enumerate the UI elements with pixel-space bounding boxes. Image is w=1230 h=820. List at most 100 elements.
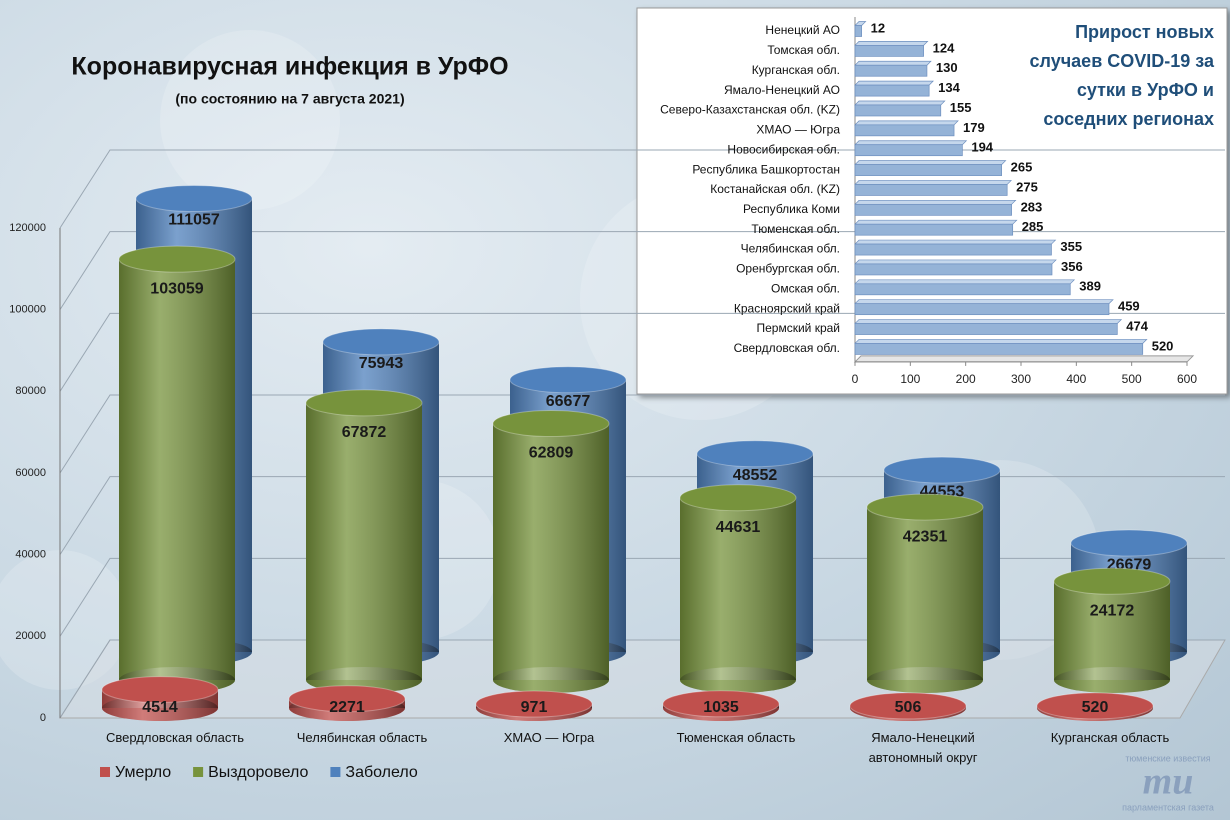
- category-label: Оренбургская обл.: [736, 262, 840, 276]
- x-tick-label: 100: [900, 372, 920, 386]
- bar: [854, 25, 862, 37]
- value-label: 42351: [903, 528, 948, 545]
- value-label: 356: [1061, 259, 1083, 274]
- value-label: 62809: [529, 445, 574, 462]
- bar: [854, 303, 1110, 316]
- value-label: 285: [1022, 219, 1044, 234]
- value-label: 1035: [703, 699, 739, 716]
- bar: [854, 64, 928, 77]
- value-label: 12: [871, 20, 885, 35]
- category-label: Томская обл.: [767, 43, 840, 57]
- x-tick-label: 200: [956, 372, 976, 386]
- inset-floor: [853, 355, 1195, 363]
- x-tick-label: Свердловская область: [105, 730, 245, 745]
- legend-label: Выздоровело: [208, 764, 308, 781]
- bar-top: [854, 120, 959, 126]
- cylinder-top: [475, 690, 593, 718]
- bar: [854, 243, 1052, 256]
- category-label: Пермский край: [756, 321, 840, 335]
- category-label: Красноярский край: [734, 301, 840, 315]
- legend-label: Умерло: [115, 764, 171, 781]
- value-label: 67872: [342, 424, 387, 441]
- cylinder-shade: [119, 259, 235, 680]
- value-label: 275: [1016, 179, 1038, 194]
- cylinder-top: [883, 456, 1001, 484]
- value-label: 2271: [329, 699, 365, 716]
- grid-line: [59, 149, 1225, 229]
- value-label: 155: [950, 100, 972, 115]
- cylinder-top: [492, 410, 610, 438]
- bar-top: [854, 259, 1057, 265]
- y-tick-label: 100000: [9, 304, 46, 316]
- value-label: 520: [1082, 699, 1109, 716]
- bar-top: [854, 80, 934, 86]
- bar-top: [854, 160, 1007, 165]
- cylinder: 4514: [101, 676, 219, 721]
- value-label: 459: [1118, 299, 1140, 314]
- value-label: 971: [521, 699, 548, 716]
- bar: [854, 104, 942, 117]
- bar: [854, 164, 1002, 176]
- cylinder: 42351: [866, 493, 984, 693]
- category-label: Свердловская обл.: [734, 341, 840, 355]
- cylinder: 520: [1036, 692, 1154, 721]
- value-label: 66677: [546, 393, 591, 410]
- bar: [854, 184, 1008, 196]
- logo-bottom: парламентская газета: [1122, 802, 1214, 812]
- cylinder-shade: [1054, 581, 1170, 680]
- bar-top: [854, 140, 968, 146]
- grid-line: [59, 394, 1225, 474]
- category-label: Республика Башкортостан: [692, 162, 840, 176]
- grid-line: [59, 557, 1225, 637]
- y-tick-label: 60000: [15, 467, 46, 479]
- cylinder: 506: [849, 692, 967, 721]
- value-label: 265: [1011, 160, 1033, 175]
- bar-top: [854, 339, 1148, 344]
- x-tick-label: 400: [1066, 372, 1086, 386]
- category-label: Омская обл.: [771, 281, 840, 295]
- grid-line: [59, 312, 1225, 392]
- category-label: ХМАО — Югра: [756, 123, 840, 137]
- cylinder-shade: [306, 402, 422, 680]
- bar: [854, 203, 1012, 216]
- value-label: 130: [936, 60, 958, 75]
- bar: [854, 283, 1071, 296]
- y-tick-label: 20000: [15, 630, 46, 642]
- value-label: 355: [1060, 239, 1082, 254]
- cylinder-top: [509, 366, 627, 394]
- legend-marker: [330, 767, 341, 777]
- cylinder-top: [1036, 692, 1154, 720]
- value-label: 520: [1152, 338, 1174, 353]
- value-label: 48552: [733, 467, 778, 484]
- value-label: 474: [1126, 318, 1148, 333]
- cylinder-top: [1053, 567, 1171, 595]
- value-label: 283: [1021, 199, 1043, 214]
- category-label: Костанайская обл. (KZ): [710, 182, 840, 196]
- legend-label: Заболело: [345, 764, 417, 781]
- cylinder: 103059: [118, 245, 236, 693]
- bar: [854, 84, 930, 97]
- value-label: 389: [1079, 279, 1101, 294]
- bar-top: [854, 60, 932, 66]
- x-tick-label: Ямало-Ненецкий автономный округ: [868, 730, 978, 765]
- category-label: Ненецкий АО: [765, 23, 840, 37]
- cylinder-top: [118, 245, 236, 273]
- category-label: Курганская обл.: [752, 63, 840, 77]
- cylinder-top: [662, 690, 780, 718]
- bar-top: [854, 299, 1114, 305]
- chart-subtitle: (по состоянию на 7 августа 2021): [175, 91, 404, 107]
- cylinder: 62809: [492, 410, 610, 693]
- bar-top: [854, 239, 1057, 245]
- bar-top: [854, 219, 1018, 225]
- cylinder-shade: [867, 507, 983, 680]
- x-tick-label: ХМАО — Югра: [503, 730, 595, 745]
- grid-line: [59, 231, 1225, 310]
- value-label: 506: [895, 699, 922, 716]
- value-label: 194: [971, 140, 993, 155]
- category-label: Новосибирская обл.: [727, 142, 840, 156]
- y-tick-label: 80000: [15, 385, 46, 397]
- cylinder-top: [696, 440, 814, 468]
- cylinder-top: [1070, 529, 1188, 557]
